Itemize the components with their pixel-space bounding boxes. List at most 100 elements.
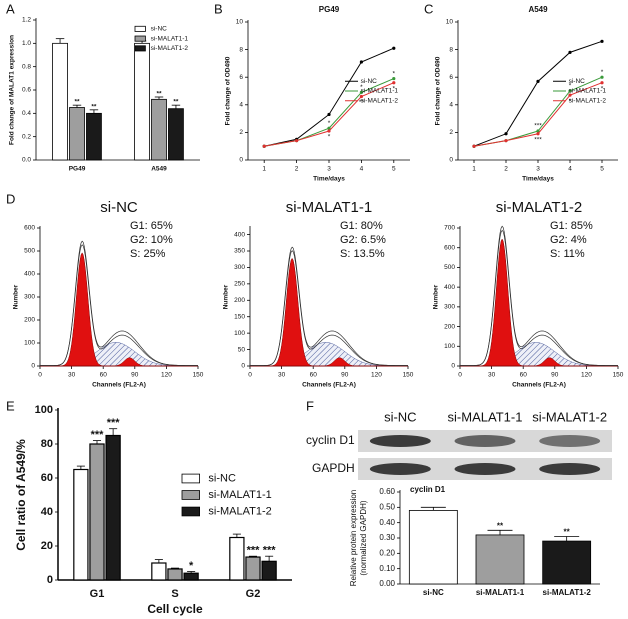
y-tick-label: 500: [24, 248, 35, 255]
x-tick-label: 5: [392, 166, 396, 173]
y-axis-label: Number: [223, 284, 230, 309]
bar: [134, 42, 150, 161]
significance: *: [360, 84, 363, 91]
x-tick-label: 30: [278, 372, 286, 379]
bar: [105, 434, 121, 581]
y-tick-label: 0.0: [22, 157, 31, 164]
legend-label: si-MALAT1-1: [361, 88, 399, 95]
y-axis-label: Relative protein expression: [349, 490, 358, 587]
significance: *: [569, 83, 572, 90]
point: [262, 144, 266, 148]
x-tick-label: 4: [360, 166, 364, 173]
x-tick-label: S: [171, 588, 178, 600]
y-tick-label: 0: [451, 363, 455, 370]
legend-label: si-MALAT1-1: [569, 88, 607, 95]
y-tick-label: 0: [47, 574, 53, 586]
x-tick-label: 150: [613, 372, 624, 379]
y-tick-label: 100: [24, 340, 35, 347]
x-tick-label: 30: [488, 372, 496, 379]
legend-swatch: [134, 35, 146, 42]
significance: *: [393, 85, 396, 92]
legend-label: si-MALAT1-2: [361, 97, 399, 104]
panel-label: D: [6, 191, 15, 206]
y-tick-label: 300: [24, 294, 35, 301]
significance: *: [601, 85, 604, 92]
stat: S: 11%: [550, 248, 585, 260]
panel-label: E: [6, 398, 15, 413]
x-tick-label: 120: [581, 372, 592, 379]
x-tick-label: 5: [600, 166, 604, 173]
y-tick-label: 0.40: [379, 518, 395, 527]
y-tick-label: 10: [236, 19, 244, 26]
x-tick-label: A549: [151, 166, 167, 173]
point: [568, 89, 572, 93]
y-tick-label: 20: [41, 540, 53, 552]
legend-label: si-MALAT1-1: [151, 35, 189, 42]
legend-label: si-NC: [361, 78, 378, 85]
point: [392, 76, 396, 81]
y-tick-label: 700: [444, 225, 455, 232]
y-tick-label: 0.6: [22, 87, 31, 94]
stat: G1: 85%: [550, 220, 593, 232]
point: [568, 93, 572, 97]
y-tick-label: 200: [234, 297, 245, 304]
y-axis-label: Number: [13, 284, 20, 309]
point: [472, 144, 476, 148]
legend-label: si-NC: [151, 26, 168, 33]
significance: *: [328, 134, 331, 141]
chart-title: A549: [528, 5, 548, 14]
y-tick-label: 1.2: [22, 17, 31, 24]
y-tick-label: 0: [31, 363, 35, 370]
y-tick-label: 2: [449, 129, 453, 136]
x-tick-label: 0: [38, 372, 42, 379]
point: [359, 90, 363, 94]
y-tick-label: 600: [444, 244, 455, 251]
band-label: GAPDH: [312, 461, 355, 475]
bar: [168, 108, 184, 161]
y-tick-label: 4: [239, 102, 243, 109]
y-tick-label: 100: [234, 330, 245, 337]
point: [536, 129, 540, 133]
bar: [52, 42, 68, 161]
significance: **: [173, 99, 179, 106]
y-axis-label: Number: [433, 284, 440, 309]
x-tick-label: si-NC: [423, 588, 444, 597]
point: [600, 75, 604, 79]
x-tick-label: 0: [458, 372, 462, 379]
panel-label: A: [6, 1, 15, 16]
point: [504, 132, 508, 136]
y-tick-label: 40: [41, 506, 53, 518]
significance: *: [393, 70, 396, 77]
significance: ***: [107, 417, 121, 429]
x-tick-label: 1: [262, 166, 266, 173]
significance: **: [91, 103, 97, 110]
y-tick-label: 4: [449, 102, 453, 109]
x-tick-label: 150: [403, 372, 414, 379]
blot-band: [539, 435, 601, 447]
x-tick-label: 150: [193, 372, 204, 379]
y-tick-label: 0: [449, 157, 453, 164]
y-tick-label: 100: [35, 404, 53, 416]
chart-title: si-NC: [100, 199, 138, 216]
x-axis-label: Time/days: [313, 176, 345, 183]
point: [536, 132, 540, 136]
blot-band: [454, 435, 516, 447]
y-axis-label: Fold change of MALAT1 expression: [9, 35, 16, 145]
x-tick-label: 3: [536, 166, 540, 173]
bar: [408, 509, 458, 585]
bar: [261, 560, 277, 581]
y-tick-label: 2: [239, 129, 243, 136]
y-tick-label: 8: [239, 46, 243, 53]
blot-band: [454, 463, 516, 475]
point: [536, 79, 540, 83]
y-tick-label: 0.2: [22, 133, 31, 140]
panel-label: B: [214, 1, 223, 16]
y-axis-label: Fold change of OD490: [225, 56, 232, 125]
significance: *: [569, 98, 572, 105]
y-tick-label: 300: [444, 304, 455, 311]
y-tick-label: 60: [41, 472, 53, 484]
y-tick-label: 300: [234, 264, 245, 271]
bar: [151, 98, 167, 161]
x-tick-label: 90: [131, 372, 139, 379]
bar: [86, 112, 102, 161]
